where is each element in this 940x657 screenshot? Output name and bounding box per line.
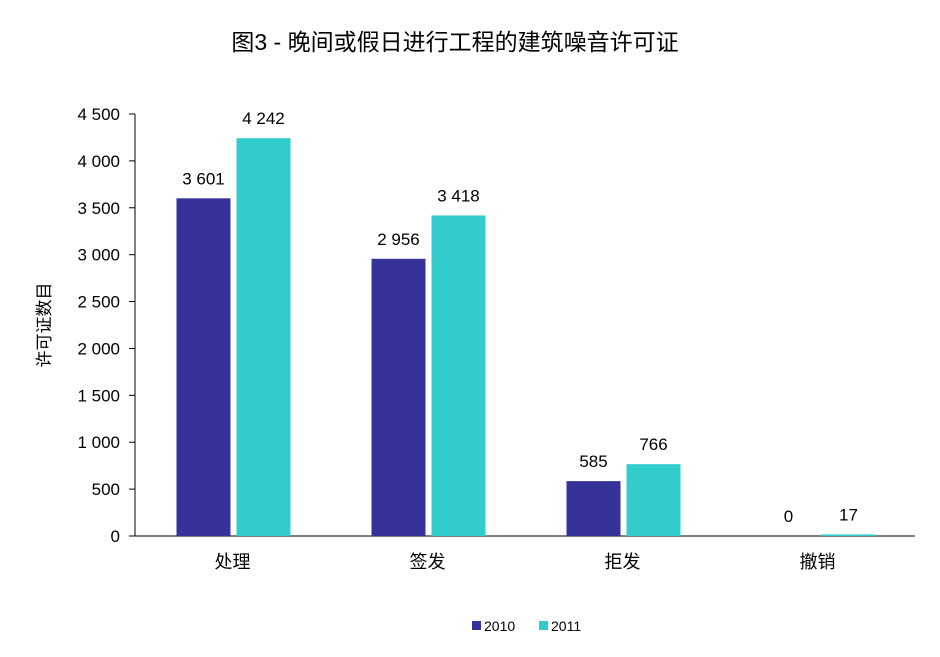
- bar-2010: [371, 258, 426, 536]
- bar-2010: [176, 198, 231, 537]
- y-tick-label: 2 000: [77, 339, 120, 358]
- bar-2011: [821, 534, 876, 536]
- x-tick-label: 处理: [215, 552, 251, 572]
- y-tick-label: 4 000: [77, 152, 120, 171]
- legend-swatch-2011: [539, 621, 548, 630]
- data-label-2010: 3 601: [182, 169, 225, 188]
- data-label-2011: 3 418: [437, 186, 480, 205]
- y-tick-label: 2 500: [77, 293, 120, 312]
- data-label-2011: 4 242: [242, 109, 285, 128]
- y-tick-label: 3 500: [77, 199, 120, 218]
- y-tick-label: 0: [111, 527, 120, 546]
- y-tick-label: 4 500: [77, 105, 120, 124]
- bar-2011: [236, 138, 291, 536]
- legend-swatch-2010: [472, 621, 481, 630]
- x-tick-label: 撤销: [800, 552, 836, 572]
- legend-label-2011: 2011: [551, 618, 581, 634]
- y-tick-label: 1 500: [77, 386, 120, 405]
- bar-2010: [566, 481, 621, 536]
- x-tick-label: 签发: [410, 552, 446, 572]
- data-label-2010: 2 956: [377, 230, 420, 249]
- chart-title: 图3 - 晚间或假日进行工程的建筑噪音许可证: [231, 29, 678, 55]
- bar-2011: [626, 464, 681, 536]
- legend-label-2010: 2010: [484, 618, 515, 634]
- y-tick-label: 500: [92, 480, 120, 499]
- data-label-2011: 17: [839, 505, 858, 524]
- data-label-2010: 585: [579, 452, 607, 471]
- y-tick-label: 3 000: [77, 246, 120, 265]
- x-tick-label: 拒发: [605, 552, 641, 572]
- data-label-2010: 0: [784, 507, 793, 526]
- data-label-2011: 766: [639, 435, 667, 454]
- y-axis-label: 许可证数目: [35, 283, 54, 368]
- legend: 2010 2011: [472, 618, 581, 634]
- y-tick-label: 1 000: [77, 433, 120, 452]
- bar-2011: [431, 215, 486, 536]
